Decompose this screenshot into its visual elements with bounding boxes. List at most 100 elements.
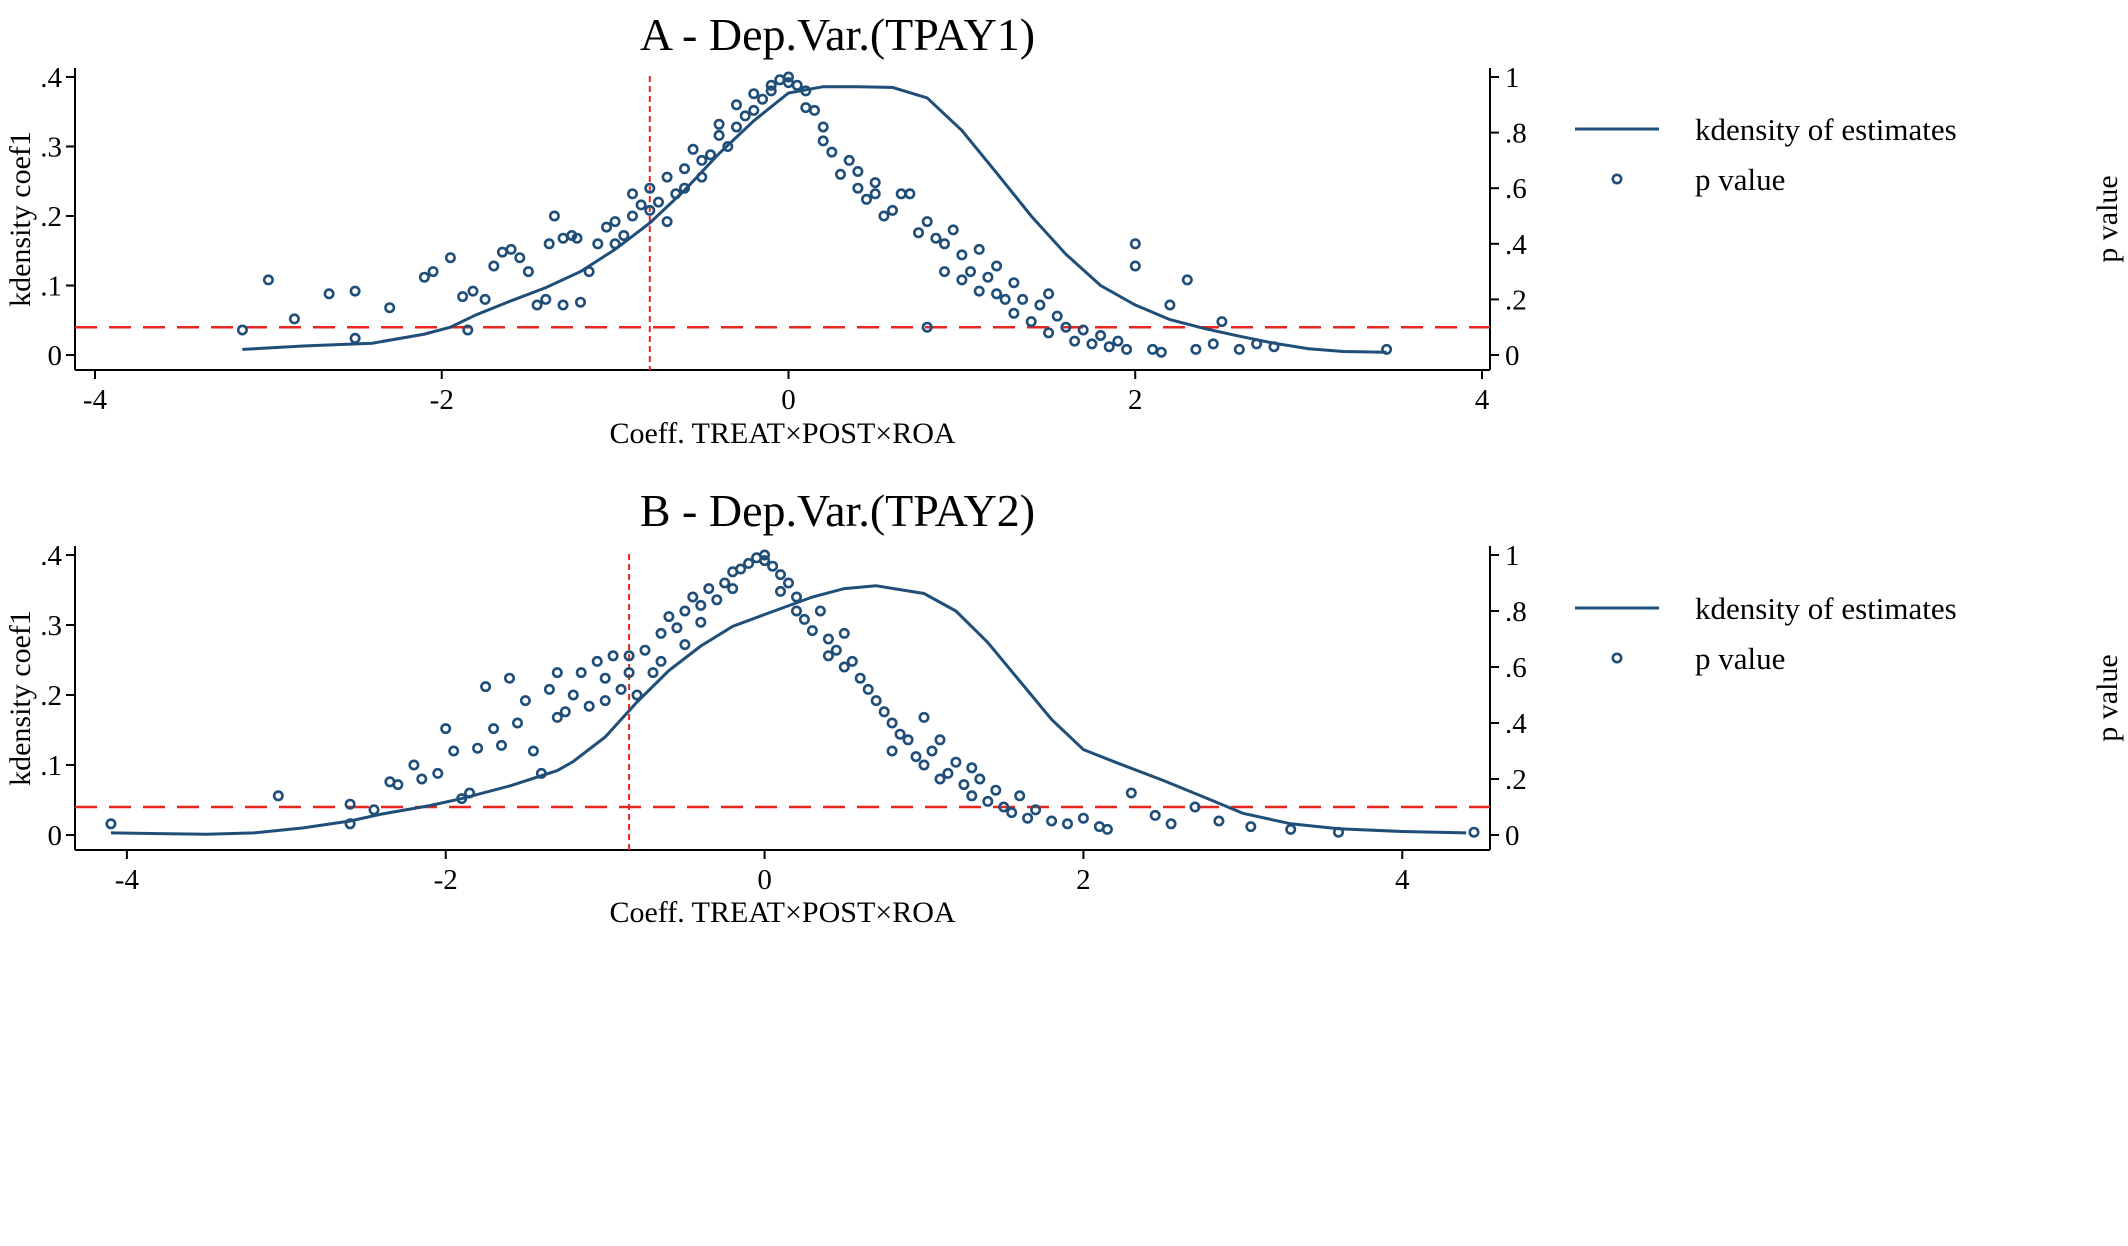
pvalue-point (1043, 288, 1055, 300)
pvalue-point (644, 182, 656, 194)
pvalue-point (852, 166, 864, 178)
pvalue-point (814, 605, 826, 617)
pvalue-point (559, 706, 571, 718)
pvalue-point (548, 210, 560, 222)
pvalue-point (790, 605, 802, 617)
y-tick-label: .2 (40, 680, 62, 712)
pvalue-point (444, 252, 456, 264)
pvalue-point (838, 627, 850, 639)
pvalue-point (514, 252, 526, 264)
pvalue-point (973, 285, 985, 297)
pvalue-point (958, 779, 970, 791)
pvalue-point (600, 221, 612, 233)
y2-tick-label: 1 (1505, 540, 1520, 572)
pvalue-point (456, 793, 468, 805)
pvalue-point (1095, 329, 1107, 341)
pvalue-point (262, 274, 274, 286)
pvalue-point (462, 324, 474, 336)
pvalue-point (973, 243, 985, 255)
pvalue-point (843, 154, 855, 166)
pvalue-point (527, 745, 539, 757)
pvalue-point (655, 627, 667, 639)
pvalue-point (722, 141, 734, 153)
pvalue-point (687, 591, 699, 603)
pvalue-point (1147, 343, 1159, 355)
pvalue-point (886, 204, 898, 216)
pvalue-point (609, 216, 621, 228)
pvalue-point (950, 756, 962, 768)
pvalue-point (609, 238, 621, 250)
pvalue-point (964, 266, 976, 278)
pvalue-point (713, 129, 725, 141)
pvalue-point (467, 285, 479, 297)
pvalue-point (583, 700, 595, 712)
pvalue-point (427, 266, 439, 278)
pvalue-point (661, 216, 673, 228)
pvalue-point (956, 274, 968, 286)
chart-title: B - Dep.Var.(TPAY2) (640, 485, 1035, 536)
pvalue-point (1155, 346, 1167, 358)
kdensity-line (110, 584, 1467, 836)
pvalue-point (1046, 815, 1058, 827)
pvalue-point (1164, 299, 1176, 311)
pvalue-point (408, 759, 420, 771)
pvalue-point (543, 683, 555, 695)
pvalue-point (575, 667, 587, 679)
pvalue-point (878, 210, 890, 222)
pvalue-point (288, 313, 300, 325)
pvalue-point (713, 118, 725, 130)
pvalue-point (822, 650, 834, 662)
pvalue-point (1181, 274, 1193, 286)
pvalue-point (886, 717, 898, 729)
pvalue-point (495, 739, 507, 751)
pvalue-point (631, 689, 643, 701)
y-tick-label: .2 (40, 201, 62, 233)
x-tick-label: 4 (1395, 864, 1410, 896)
pvalue-point (448, 745, 460, 757)
pvalue-point (904, 188, 916, 200)
pvalue-point (679, 639, 691, 651)
pvalue-point (607, 650, 619, 662)
pvalue-point (982, 271, 994, 283)
pvalue-point (1468, 826, 1480, 838)
pvalue-point (910, 751, 922, 763)
pvalue-point (1213, 815, 1225, 827)
pvalue-point (748, 88, 760, 100)
pvalue-point (696, 154, 708, 166)
pvalue-point (894, 728, 906, 740)
legend-label-pvalue: p value (1695, 641, 1785, 676)
pvalue-point (1149, 809, 1161, 821)
pvalue-point (392, 779, 404, 791)
pvalue-point (798, 613, 810, 625)
legend-label-pvalue: p value (1695, 162, 1785, 197)
pvalue-point (759, 555, 771, 567)
pvalue-point (511, 717, 523, 729)
pvalue-point (800, 85, 812, 97)
pvalue-point (1025, 316, 1037, 328)
pvalue-point (912, 227, 924, 239)
pvalue-point (895, 188, 907, 200)
pvalue-point (878, 706, 890, 718)
pvalue-point (982, 795, 994, 807)
pvalue-point (1101, 823, 1113, 835)
pvalue-point (756, 93, 768, 105)
y-tick-label: 0 (48, 340, 63, 372)
pvalue-point (472, 742, 484, 754)
pvalue-point (974, 773, 986, 785)
y-tick-label: .1 (40, 750, 62, 782)
y2-tick-label: 0 (1505, 820, 1520, 852)
pvalue-point (947, 224, 959, 236)
pvalue-point (236, 324, 248, 336)
pvalue-point (1165, 818, 1177, 830)
legend-point-swatch (1611, 652, 1623, 664)
pvalue-point (759, 549, 771, 561)
y2-axis-label: p value (2091, 654, 2124, 741)
pvalue-point (591, 655, 603, 667)
pvalue-point (765, 79, 777, 91)
y2-tick-label: 1 (1505, 62, 1520, 94)
pvalue-point (934, 773, 946, 785)
pvalue-point (615, 683, 627, 695)
pvalue-point (418, 271, 430, 283)
pvalue-point (869, 177, 881, 189)
